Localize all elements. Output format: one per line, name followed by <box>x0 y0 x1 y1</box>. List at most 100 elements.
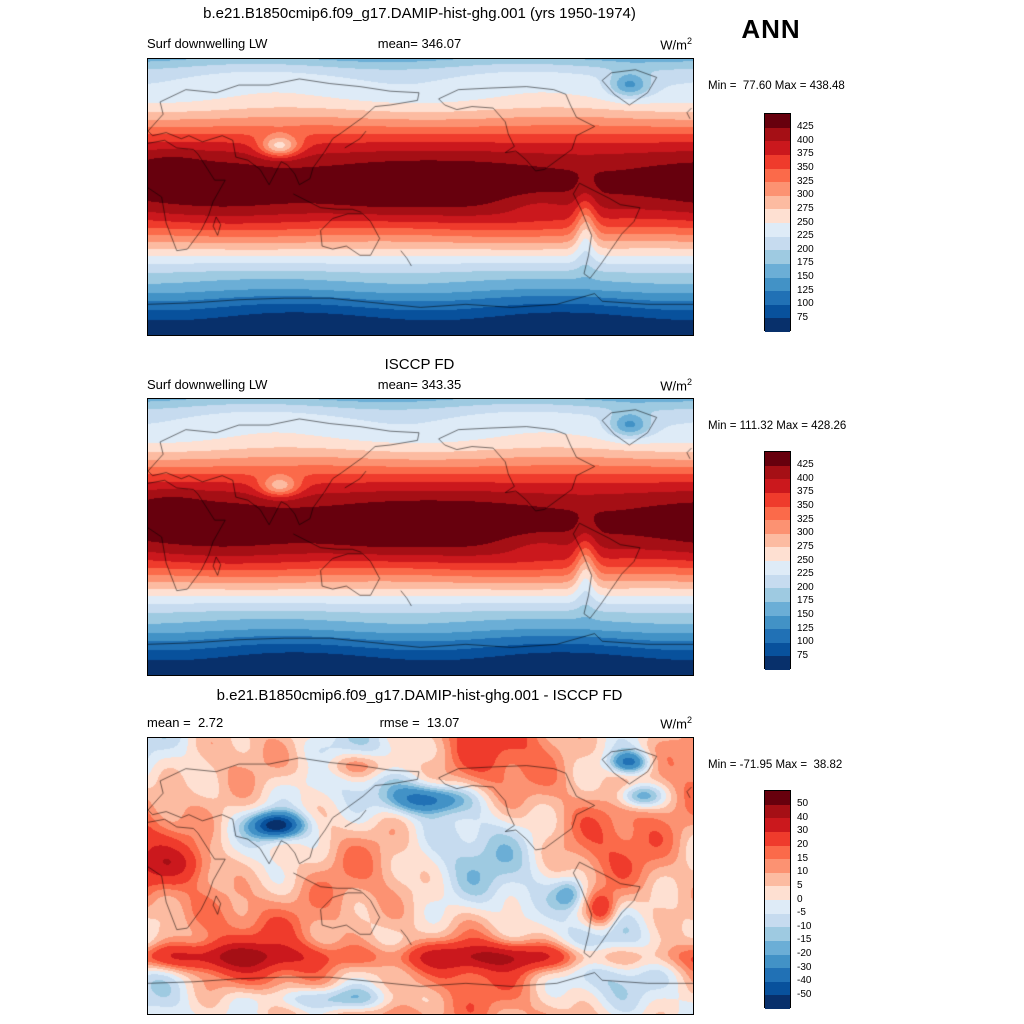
colorbar-tick-label: -5 <box>797 907 806 919</box>
colorbar-tick-label: -10 <box>797 920 812 932</box>
colorbar-cells <box>764 451 791 670</box>
colorbar-cell <box>765 492 790 507</box>
colorbar-tick-label: 200 <box>797 581 814 593</box>
colorbar-tick-label: 225 <box>797 230 814 242</box>
colorbar-tick-label: -15 <box>797 934 812 946</box>
colorbar-tick-label: 125 <box>797 284 814 296</box>
colorbar-cell <box>765 236 790 251</box>
panel3-map-frame <box>147 737 694 1015</box>
colorbar-cell <box>765 642 790 657</box>
colorbar-cell <box>765 791 790 805</box>
colorbar-tick-label: 30 <box>797 825 809 837</box>
colorbar-cell <box>765 141 790 155</box>
colorbar-cells <box>764 790 791 1009</box>
colorbar-cell <box>765 818 790 832</box>
colorbar-tick-label: 275 <box>797 202 814 214</box>
colorbar-tick-label: -20 <box>797 948 812 959</box>
panel2-colorbar: 425 400 375 350 325 300 275 250 225 200 175 150 125 1… <box>764 451 814 670</box>
colorbar-cell <box>765 277 790 292</box>
colorbar-tick-label: 100 <box>797 636 814 648</box>
colorbar-cell <box>765 547 790 561</box>
colorbar-cell <box>765 981 790 996</box>
panel3-minmax-label: Min = -71.95 Max = 38.82 <box>708 759 843 771</box>
season-label: ANN <box>741 14 801 44</box>
colorbar-tick-label: 325 <box>797 175 814 187</box>
colorbar-tick-label: 5 <box>797 879 803 891</box>
colorbar-cell <box>765 804 790 819</box>
panel2-minmax-label: Min = 111.32 Max = 428.26 <box>708 420 847 432</box>
colorbar-tick-label: 225 <box>797 568 814 580</box>
colorbar-tick-label: -50 <box>797 988 812 1000</box>
colorbar-tick-label: 75 <box>797 311 809 323</box>
colorbar-cell <box>765 615 790 630</box>
colorbar-tick-label: 20 <box>797 839 809 850</box>
colorbar-cell <box>765 263 790 278</box>
colorbar-cell <box>765 629 790 643</box>
colorbar-cell <box>765 304 790 319</box>
panel2-mean-label: mean= 343.35 <box>377 377 462 392</box>
colorbar-tick-label: 350 <box>797 500 814 511</box>
colorbar-tick-label: 100 <box>797 298 814 310</box>
panel2-variable-label: Surf downwelling LW <box>147 377 268 392</box>
panel3-rmse-label: rmse = 13.07 <box>379 715 460 730</box>
colorbar-cell <box>765 601 790 616</box>
colorbar-tick-label: 375 <box>797 148 814 160</box>
colorbar-cell <box>765 318 790 332</box>
panel1-variable-label: Surf downwelling LW <box>147 36 268 51</box>
colorbar-cell <box>765 900 790 914</box>
colorbar-cell <box>765 845 790 860</box>
colorbar-tick-label: 150 <box>797 271 814 282</box>
colorbar-cell <box>765 250 790 264</box>
colorbar-cell <box>765 872 790 887</box>
colorbar-tick-label: 40 <box>797 811 809 823</box>
colorbar-cell <box>765 588 790 602</box>
panel2-units-base: W/m <box>660 378 687 394</box>
colorbar-cells <box>764 113 791 332</box>
panel1-header: Surf downwelling LW mean= 346.07 W/m2 <box>147 36 692 54</box>
panel3-colorbar: 50 40 30 20 15 10 5 0 -5 -10 -15 -20 -30 -40 -50 <box>764 790 811 1009</box>
colorbar-cell <box>765 209 790 223</box>
obs-map-canvas <box>148 399 693 675</box>
colorbar-cell <box>765 859 790 873</box>
colorbar-cell <box>765 656 790 670</box>
colorbar-cell <box>765 574 790 589</box>
panel3-title: b.e21.B1850cmip6.f09_g17.DAMIP-hist-ghg.… <box>216 687 623 704</box>
colorbar-tick-label: 400 <box>797 134 814 146</box>
colorbar-tick-label: 400 <box>797 472 814 484</box>
colorbar-tick-label: 75 <box>797 649 809 661</box>
colorbar-tick-label: 375 <box>797 486 814 498</box>
panel2-units-label: W/m2 <box>660 377 692 393</box>
colorbar-tick-label: -30 <box>797 961 812 973</box>
colorbar-cell <box>765 195 790 210</box>
colorbar-cell <box>765 154 790 169</box>
colorbar-tick-label: 15 <box>797 852 809 864</box>
colorbar-tick-label: 150 <box>797 609 814 620</box>
panel2-header: Surf downwelling LW mean= 343.35 W/m2 <box>147 377 692 395</box>
colorbar-cell <box>765 291 790 305</box>
panel1-mean-label: mean= 346.07 <box>377 36 462 51</box>
colorbar-tick-label: 300 <box>797 527 814 539</box>
colorbar-cell <box>765 995 790 1009</box>
colorbar-cell <box>765 954 790 969</box>
model-map-canvas <box>148 59 693 335</box>
main-title: b.e21.B1850cmip6.f09_g17.DAMIP-hist-ghg.… <box>203 5 636 22</box>
panel3-units-base: W/m <box>660 716 687 732</box>
colorbar-cell <box>765 223 790 237</box>
colorbar-tick-label: -40 <box>797 975 812 987</box>
colorbar-cell <box>765 506 790 521</box>
panel3-mean-label: mean = 2.72 <box>147 715 224 730</box>
colorbar-cell <box>765 168 790 183</box>
colorbar-cell <box>765 561 790 575</box>
colorbar-tick-label: 200 <box>797 243 814 255</box>
colorbar-tick-label: 425 <box>797 459 814 471</box>
colorbar-cell <box>765 940 790 955</box>
colorbar-tick-label: 125 <box>797 622 814 634</box>
panel1-colorbar: 425 400 375 350 325 300 275 250 225 200 175 150 125 1… <box>764 113 814 332</box>
colorbar-tick-label: 10 <box>797 866 809 878</box>
colorbar-cell <box>765 465 790 480</box>
panel1-map-frame <box>147 58 694 336</box>
colorbar-tick-label: 50 <box>797 798 809 810</box>
colorbar-cell <box>765 968 790 982</box>
panel1-units-exp: 2 <box>686 36 692 46</box>
